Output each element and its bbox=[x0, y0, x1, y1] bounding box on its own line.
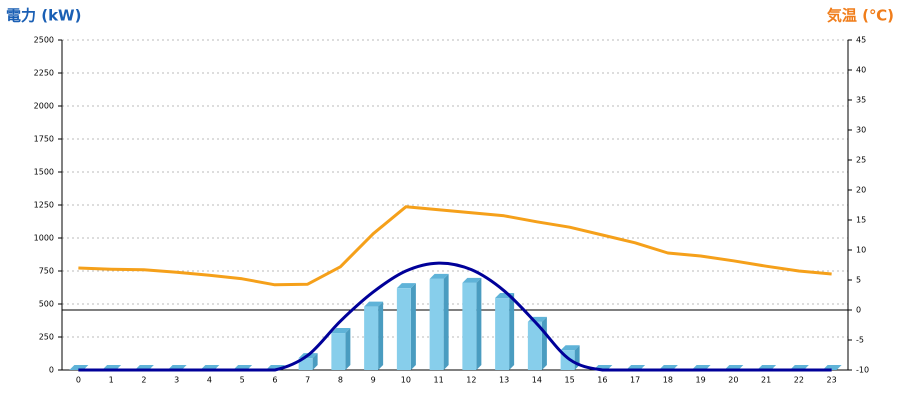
bar-top bbox=[462, 277, 482, 283]
y-tick-label: 1750 bbox=[34, 135, 54, 144]
y-tick-label: 250 bbox=[39, 333, 54, 342]
x-tick-label: 14 bbox=[532, 376, 542, 385]
bar-side bbox=[378, 301, 384, 370]
x-tick-label: 8 bbox=[338, 376, 343, 385]
x-tick-label: 2 bbox=[141, 376, 146, 385]
x-tick-label: 7 bbox=[305, 376, 310, 385]
bar-side bbox=[541, 316, 547, 370]
x-tick-label: 13 bbox=[499, 376, 509, 385]
x-tick-label: 9 bbox=[371, 376, 376, 385]
bar-side bbox=[509, 293, 515, 370]
y2-tick-label: 15 bbox=[856, 216, 866, 225]
bar-side bbox=[476, 277, 482, 370]
y2-tick-label: 25 bbox=[856, 156, 866, 165]
bar-top bbox=[331, 328, 351, 334]
x-tick-label: 20 bbox=[728, 376, 738, 385]
y2-tick-label: 5 bbox=[856, 276, 861, 285]
bar-top bbox=[560, 345, 580, 351]
bar bbox=[429, 278, 444, 370]
bar-side bbox=[443, 273, 449, 370]
x-tick-label: 3 bbox=[174, 376, 179, 385]
bar bbox=[298, 358, 313, 370]
x-tick-label: 23 bbox=[827, 376, 837, 385]
y2-tick-label: 30 bbox=[856, 126, 866, 135]
x-tick-label: 17 bbox=[630, 376, 640, 385]
y-tick-label: 500 bbox=[39, 300, 54, 309]
bar bbox=[331, 333, 346, 370]
bar-top bbox=[364, 301, 384, 307]
x-tick-label: 1 bbox=[109, 376, 114, 385]
bar bbox=[527, 321, 542, 370]
bar-top bbox=[396, 283, 416, 289]
x-tick-label: 6 bbox=[272, 376, 277, 385]
y2-tick-label: 20 bbox=[856, 186, 866, 195]
y-tick-label: 2000 bbox=[34, 102, 54, 111]
y2-tick-label: 40 bbox=[856, 66, 866, 75]
y-tick-label: 1250 bbox=[34, 201, 54, 210]
y2-tick-label: -10 bbox=[856, 366, 869, 375]
y2-tick-label: 45 bbox=[856, 36, 866, 45]
x-tick-label: 0 bbox=[76, 376, 81, 385]
x-tick-label: 12 bbox=[466, 376, 476, 385]
x-tick-label: 4 bbox=[207, 376, 212, 385]
y2-tick-label: 35 bbox=[856, 96, 866, 105]
x-tick-label: 19 bbox=[696, 376, 706, 385]
bar bbox=[462, 282, 477, 370]
x-tick-label: 11 bbox=[434, 376, 444, 385]
y2-tick-label: -5 bbox=[856, 336, 864, 345]
y2-axis-title: 気温 (℃) bbox=[827, 7, 894, 25]
x-tick-label: 15 bbox=[565, 376, 575, 385]
y-tick-label: 2250 bbox=[34, 69, 54, 78]
y-tick-label: 1000 bbox=[34, 234, 54, 243]
line bbox=[78, 261, 832, 372]
y-tick-label: 1500 bbox=[34, 168, 54, 177]
y-tick-label: 750 bbox=[39, 267, 54, 276]
y-tick-label: 2500 bbox=[34, 36, 54, 45]
bar bbox=[364, 306, 379, 370]
line bbox=[78, 205, 832, 287]
x-tick-label: 22 bbox=[794, 376, 804, 385]
bar bbox=[396, 288, 411, 370]
bar-side bbox=[410, 283, 416, 370]
bar bbox=[495, 298, 510, 370]
y-axis-title: 電力 (kW) bbox=[6, 7, 81, 25]
y2-tick-label: 10 bbox=[856, 246, 866, 255]
y2-tick-label: 0 bbox=[856, 306, 861, 315]
bar-top bbox=[429, 273, 449, 279]
x-tick-label: 10 bbox=[401, 376, 411, 385]
x-tick-label: 21 bbox=[761, 376, 771, 385]
bar-side bbox=[345, 328, 351, 370]
x-tick-label: 18 bbox=[663, 376, 673, 385]
x-tick-label: 16 bbox=[597, 376, 607, 385]
y-tick-label: 0 bbox=[49, 366, 54, 375]
x-tick-label: 5 bbox=[240, 376, 245, 385]
bar-side bbox=[312, 353, 318, 370]
